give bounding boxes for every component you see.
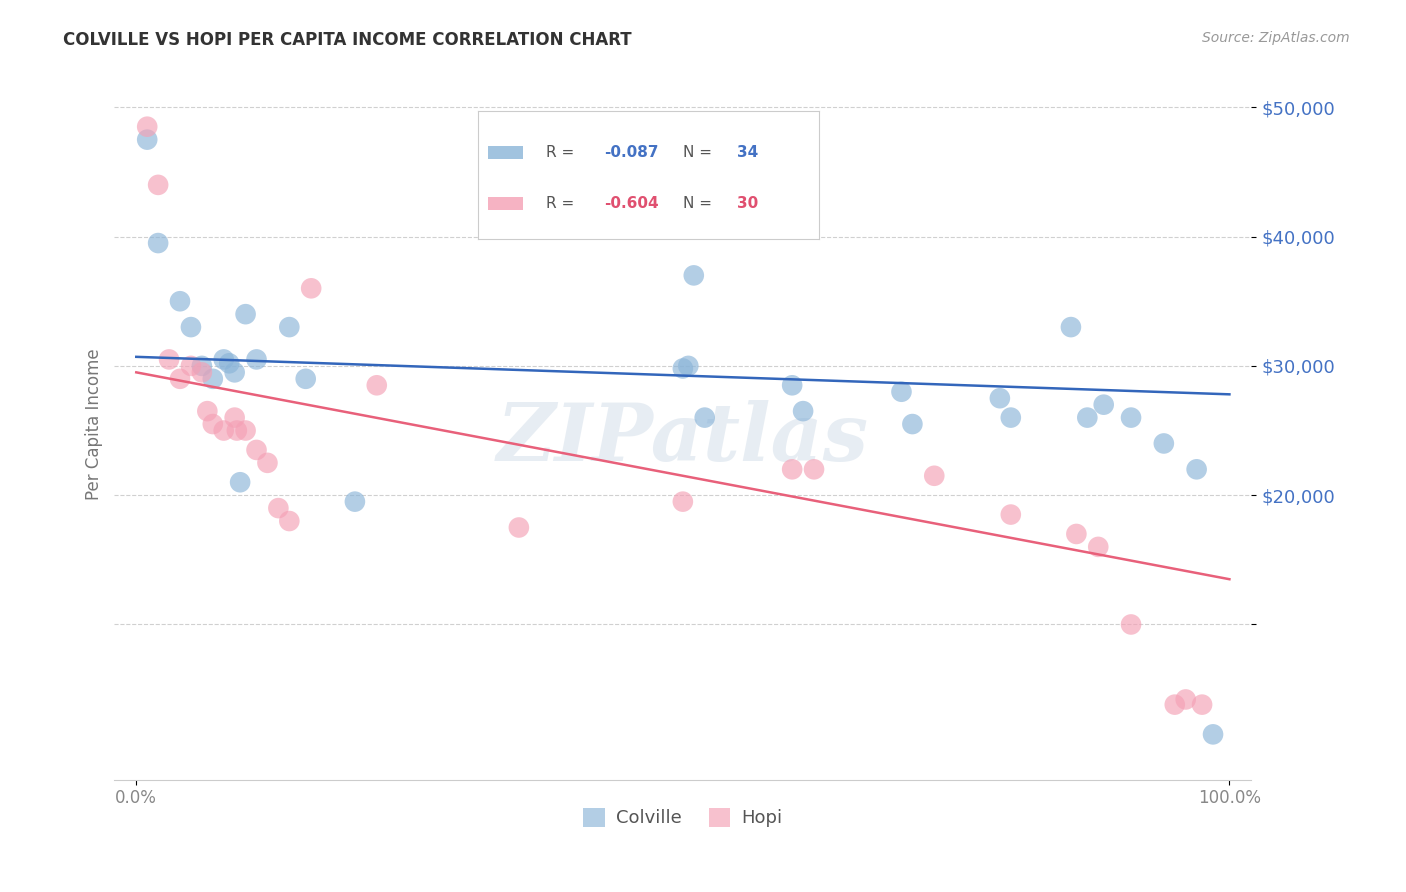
Point	[890, 384, 912, 399]
Point	[191, 365, 214, 379]
Point	[988, 391, 1011, 405]
Point	[146, 178, 169, 192]
Point	[157, 352, 180, 367]
Point	[792, 404, 814, 418]
Point	[191, 359, 214, 373]
Point	[780, 462, 803, 476]
Point	[343, 494, 366, 508]
Point	[225, 424, 247, 438]
Point	[922, 468, 945, 483]
Point	[218, 356, 240, 370]
Point	[1087, 540, 1109, 554]
Point	[901, 417, 924, 431]
Point	[278, 514, 301, 528]
Point	[224, 365, 246, 379]
Point	[1185, 462, 1208, 476]
Point	[245, 442, 267, 457]
Point	[562, 178, 585, 192]
Point	[1000, 410, 1022, 425]
Point	[693, 410, 716, 425]
Point	[201, 417, 224, 431]
Point	[267, 501, 290, 516]
Point	[256, 456, 278, 470]
Point	[1060, 320, 1083, 334]
Text: COLVILLE VS HOPI PER CAPITA INCOME CORRELATION CHART: COLVILLE VS HOPI PER CAPITA INCOME CORRE…	[63, 31, 631, 49]
Point	[299, 281, 322, 295]
Legend: Colville, Hopi: Colville, Hopi	[576, 801, 790, 835]
Point	[1153, 436, 1175, 450]
Point	[1191, 698, 1213, 712]
Point	[1092, 398, 1115, 412]
Text: Source: ZipAtlas.com: Source: ZipAtlas.com	[1202, 31, 1350, 45]
Point	[803, 462, 825, 476]
Point	[212, 352, 235, 367]
Point	[682, 268, 704, 283]
Point	[1066, 527, 1088, 541]
Point	[146, 235, 169, 250]
Point	[201, 372, 224, 386]
Point	[136, 133, 159, 147]
Point	[574, 171, 596, 186]
Point	[672, 494, 695, 508]
Y-axis label: Per Capita Income: Per Capita Income	[86, 348, 103, 500]
Point	[678, 359, 700, 373]
Point	[278, 320, 301, 334]
Point	[169, 294, 191, 309]
Point	[366, 378, 388, 392]
Point	[1076, 410, 1098, 425]
Point	[180, 320, 202, 334]
Point	[1000, 508, 1022, 522]
Point	[1119, 617, 1142, 632]
Point	[508, 520, 530, 534]
Point	[294, 372, 316, 386]
Point	[1164, 698, 1187, 712]
Point	[672, 361, 695, 376]
Point	[229, 475, 252, 490]
Point	[195, 404, 218, 418]
Point	[224, 410, 246, 425]
Point	[1119, 410, 1142, 425]
Text: ZIPatlas: ZIPatlas	[496, 400, 869, 477]
Point	[245, 352, 267, 367]
Point	[180, 359, 202, 373]
Point	[235, 424, 257, 438]
Point	[235, 307, 257, 321]
Point	[169, 372, 191, 386]
Point	[136, 120, 159, 134]
Point	[780, 378, 803, 392]
Point	[1174, 692, 1197, 706]
Point	[1202, 727, 1225, 741]
Point	[212, 424, 235, 438]
